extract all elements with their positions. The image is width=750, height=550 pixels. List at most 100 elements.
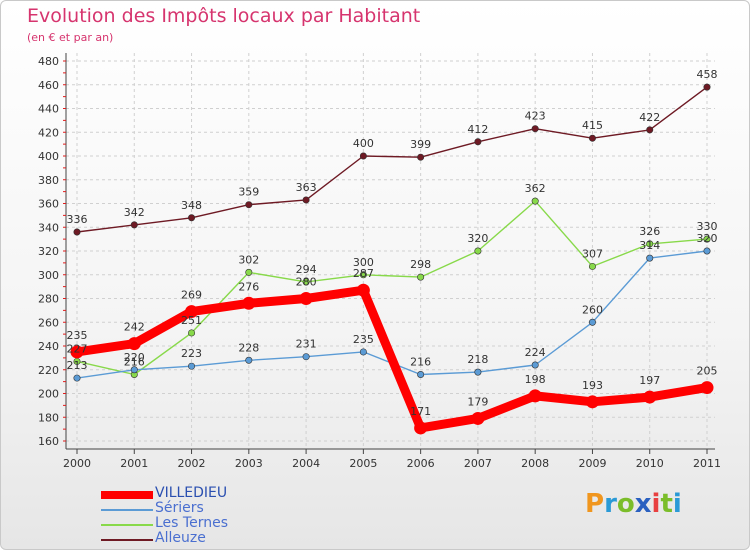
x-tick-label: 2006 [407, 457, 435, 470]
data-label-villedieu: 171 [410, 405, 431, 418]
data-point-seriers [245, 356, 253, 364]
data-label-alleuze: 423 [525, 110, 546, 123]
proxiti-logo: Proxiti [585, 489, 682, 519]
data-label-seriers: 223 [181, 347, 202, 360]
data-label-villedieu: 280 [296, 276, 317, 289]
data-point-seriers [359, 348, 367, 356]
y-tick-label: 160 [38, 435, 59, 448]
data-point-villedieu [242, 296, 256, 310]
data-label-villedieu: 287 [353, 267, 374, 280]
data-label-les-ternes: 307 [582, 247, 603, 260]
legend-swatch-seriers [101, 509, 153, 511]
logo-letter: i [672, 489, 682, 519]
y-tick-label: 360 [38, 198, 59, 211]
series-line-alleuze [76, 86, 708, 233]
data-label-villedieu: 242 [124, 321, 145, 334]
data-point-seriers [302, 353, 310, 361]
data-point-villedieu [299, 292, 313, 305]
data-label-seriers: 216 [410, 356, 431, 369]
data-label-les-ternes: 302 [238, 253, 259, 266]
y-tick-label: 480 [38, 55, 59, 68]
data-label-alleuze: 458 [697, 68, 718, 81]
x-tick-label: 2001 [120, 457, 148, 470]
x-tick-label: 2000 [63, 457, 91, 470]
x-tick-label: 2002 [178, 457, 206, 470]
data-point-les-ternes [474, 247, 482, 255]
data-point-les-ternes [646, 240, 654, 248]
legend-swatch-les-ternes [101, 524, 153, 526]
x-tick-label: 2008 [521, 457, 549, 470]
data-label-alleuze: 399 [410, 138, 431, 151]
data-point-villedieu [127, 337, 141, 351]
data-point-seriers [417, 370, 425, 378]
x-tick-label: 2004 [292, 457, 320, 470]
x-tick-label: 2011 [693, 457, 721, 470]
data-point-alleuze [359, 152, 367, 160]
data-label-villedieu: 276 [238, 280, 259, 293]
data-point-villedieu [414, 421, 428, 435]
data-point-villedieu [471, 411, 485, 425]
logo-letter: t [660, 489, 673, 519]
data-label-alleuze: 363 [296, 181, 317, 194]
data-label-seriers: 218 [467, 353, 488, 366]
x-tick-label: 2003 [235, 457, 263, 470]
data-label-alleuze: 359 [238, 186, 259, 199]
data-point-seriers [703, 247, 711, 255]
data-point-les-ternes [302, 278, 310, 286]
data-point-alleuze [302, 196, 310, 204]
data-point-les-ternes [588, 262, 596, 270]
x-tick-label: 2009 [578, 457, 606, 470]
data-point-alleuze [73, 228, 81, 236]
data-point-villedieu [528, 389, 542, 403]
data-label-les-ternes: 362 [525, 182, 546, 195]
legend-label-villedieu: VILLEDIEU [155, 485, 228, 501]
data-point-villedieu [700, 381, 714, 395]
data-label-alleuze: 336 [67, 213, 88, 226]
data-point-seriers [531, 361, 539, 369]
data-label-alleuze: 422 [639, 111, 660, 124]
data-label-les-ternes: 326 [639, 225, 660, 238]
data-point-alleuze [130, 221, 138, 229]
data-point-alleuze [188, 214, 196, 222]
data-label-les-ternes: 330 [697, 220, 718, 233]
legend-swatch-villedieu [101, 491, 153, 499]
data-point-les-ternes [531, 197, 539, 205]
logo-letter: i [651, 489, 661, 519]
data-label-villedieu: 179 [467, 395, 488, 408]
data-label-alleuze: 415 [582, 119, 603, 132]
data-point-seriers [73, 374, 81, 382]
y-tick-label: 220 [38, 364, 59, 377]
data-label-seriers: 260 [582, 303, 603, 316]
y-tick-label: 300 [38, 269, 59, 282]
logo-letter: x [634, 489, 652, 519]
data-label-les-ternes: 320 [467, 232, 488, 245]
data-point-seriers [188, 362, 196, 370]
data-point-alleuze [646, 126, 654, 134]
logo-letter: P [585, 489, 605, 519]
data-label-seriers: 231 [296, 338, 317, 351]
legend-label-seriers: Sériers [155, 500, 204, 516]
data-point-alleuze [417, 153, 425, 161]
legend-label-alleuze: Alleuze [155, 530, 206, 546]
data-label-seriers: 314 [639, 239, 660, 252]
data-label-seriers: 320 [697, 232, 718, 245]
y-tick-label: 320 [38, 245, 59, 258]
data-point-alleuze [703, 83, 711, 91]
data-point-alleuze [245, 201, 253, 209]
data-point-seriers [130, 366, 138, 374]
legend-label-les-ternes: Les Ternes [155, 515, 228, 531]
y-tick-label: 460 [38, 79, 59, 92]
y-tick-label: 240 [38, 340, 59, 353]
y-tick-label: 260 [38, 316, 59, 329]
data-label-alleuze: 400 [353, 137, 374, 150]
data-label-les-ternes: 251 [181, 314, 202, 327]
data-label-seriers: 224 [525, 346, 546, 359]
data-label-villedieu: 205 [697, 365, 718, 378]
x-tick-label: 2010 [636, 457, 664, 470]
data-label-les-ternes: 227 [67, 342, 88, 355]
data-point-villedieu [356, 283, 370, 297]
y-tick-label: 280 [38, 293, 59, 306]
y-tick-label: 440 [38, 103, 59, 116]
y-tick-label: 340 [38, 221, 59, 234]
